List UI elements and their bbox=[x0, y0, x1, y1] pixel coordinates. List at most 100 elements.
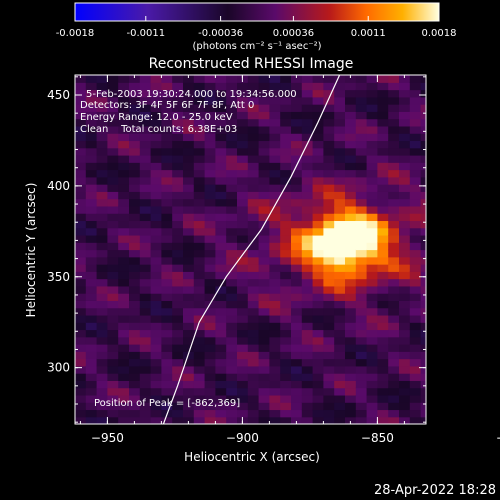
heatmap-cell bbox=[118, 300, 130, 309]
heatmap-cell bbox=[301, 365, 314, 374]
heatmap-cell bbox=[172, 220, 184, 229]
heatmap-cell bbox=[118, 154, 130, 163]
heatmap-cell bbox=[291, 82, 303, 91]
heatmap-cell bbox=[161, 154, 173, 163]
heatmap-cell bbox=[237, 358, 249, 367]
heatmap-cell bbox=[85, 169, 98, 178]
heatmap-cell bbox=[312, 322, 324, 331]
heatmap-cell bbox=[85, 213, 98, 222]
heatmap-cell bbox=[409, 373, 422, 381]
heatmap-cell bbox=[183, 285, 195, 294]
heatmap-cell bbox=[139, 300, 152, 309]
heatmap-cell bbox=[150, 300, 162, 309]
heatmap-cell bbox=[377, 402, 389, 411]
heatmap-cell bbox=[355, 205, 368, 214]
heatmap-cell bbox=[139, 402, 152, 411]
heatmap-cell bbox=[409, 184, 422, 192]
heatmap-cell bbox=[75, 307, 87, 316]
heatmap-cell bbox=[193, 249, 206, 258]
heatmap-cell bbox=[355, 249, 368, 258]
heatmap-cell bbox=[85, 140, 98, 149]
heatmap-cell bbox=[323, 89, 335, 98]
heatmap-cell bbox=[75, 125, 87, 134]
heatmap-cell bbox=[150, 329, 162, 338]
heatmap-cell bbox=[258, 227, 270, 236]
heatmap-cell bbox=[377, 278, 389, 287]
heatmap-cell bbox=[215, 394, 227, 403]
heatmap-cell bbox=[118, 365, 130, 374]
heatmap-cell bbox=[226, 118, 238, 127]
heatmap-cell bbox=[409, 402, 422, 411]
heatmap-cell bbox=[355, 184, 368, 192]
heatmap-cell bbox=[388, 162, 400, 171]
heatmap-cell bbox=[409, 154, 422, 163]
heatmap-cell bbox=[85, 249, 98, 258]
heatmap-cell bbox=[377, 264, 389, 272]
heatmap-cell bbox=[323, 300, 335, 309]
heatmap-cell bbox=[107, 351, 119, 360]
heatmap-cell bbox=[85, 104, 98, 112]
heatmap-cell bbox=[118, 242, 130, 251]
heatmap-cell bbox=[96, 133, 108, 142]
heatmap-cell bbox=[399, 293, 411, 301]
heatmap-cell bbox=[345, 242, 357, 251]
heatmap-cell bbox=[129, 314, 141, 323]
heatmap-cell bbox=[377, 227, 389, 236]
heatmap-cell bbox=[85, 271, 98, 280]
heatmap-cell bbox=[193, 162, 206, 171]
heatmap-cell bbox=[118, 314, 130, 323]
heatmap-cell bbox=[323, 322, 335, 331]
heatmap-cell bbox=[334, 104, 346, 112]
heatmap-cell bbox=[291, 75, 303, 83]
heatmap-cell bbox=[107, 125, 119, 134]
heatmap-cell bbox=[183, 205, 195, 214]
heatmap-cell bbox=[409, 365, 422, 374]
heatmap-cell bbox=[193, 227, 206, 236]
heatmap-cell bbox=[150, 162, 162, 171]
heatmap-cell bbox=[291, 358, 303, 367]
heatmap-cell bbox=[247, 307, 260, 316]
heatmap-cell bbox=[258, 278, 270, 287]
heatmap-cell bbox=[118, 213, 130, 222]
heatmap-cell bbox=[118, 271, 130, 280]
heatmap-cell bbox=[291, 249, 303, 258]
heatmap-cell bbox=[172, 322, 184, 331]
heatmap-cell bbox=[75, 82, 87, 91]
heatmap-cell bbox=[366, 380, 378, 389]
heatmap-cell bbox=[420, 256, 426, 265]
heatmap-cell bbox=[237, 227, 249, 236]
heatmap-cell bbox=[334, 256, 346, 265]
heatmap-cell bbox=[75, 394, 87, 403]
heatmap-cell bbox=[269, 307, 281, 316]
heatmap-cell bbox=[323, 227, 335, 236]
heatmap-cell bbox=[193, 176, 206, 185]
heatmap-cell bbox=[258, 344, 270, 352]
heatmap-cell bbox=[237, 133, 249, 142]
heatmap-cell bbox=[96, 344, 108, 352]
heatmap-cell bbox=[366, 249, 378, 258]
heatmap-cell bbox=[247, 184, 260, 192]
heatmap-cell bbox=[355, 104, 368, 112]
heatmap-cell bbox=[75, 104, 87, 112]
heatmap-cell bbox=[334, 205, 346, 214]
heatmap-cell bbox=[366, 322, 378, 331]
heatmap-cell bbox=[399, 300, 411, 309]
heatmap-cell bbox=[237, 285, 249, 294]
heatmap-cell bbox=[377, 133, 389, 142]
heatmap-cell bbox=[75, 322, 87, 331]
heatmap-cell bbox=[215, 213, 227, 222]
heatmap-cell bbox=[150, 234, 162, 243]
heatmap-cell bbox=[75, 75, 87, 83]
heatmap-cell bbox=[107, 191, 119, 200]
heatmap-cell bbox=[107, 82, 119, 91]
heatmap-cell bbox=[258, 82, 270, 91]
heatmap-cell bbox=[334, 154, 346, 163]
heatmap-cell bbox=[355, 227, 368, 236]
heatmap-cell bbox=[399, 75, 411, 83]
heatmap-cell bbox=[377, 96, 389, 105]
heatmap-cell bbox=[334, 300, 346, 309]
heatmap-cell bbox=[161, 300, 173, 309]
heatmap-cell bbox=[118, 147, 130, 156]
heatmap-cell bbox=[312, 162, 324, 171]
heatmap-cell bbox=[377, 234, 389, 243]
